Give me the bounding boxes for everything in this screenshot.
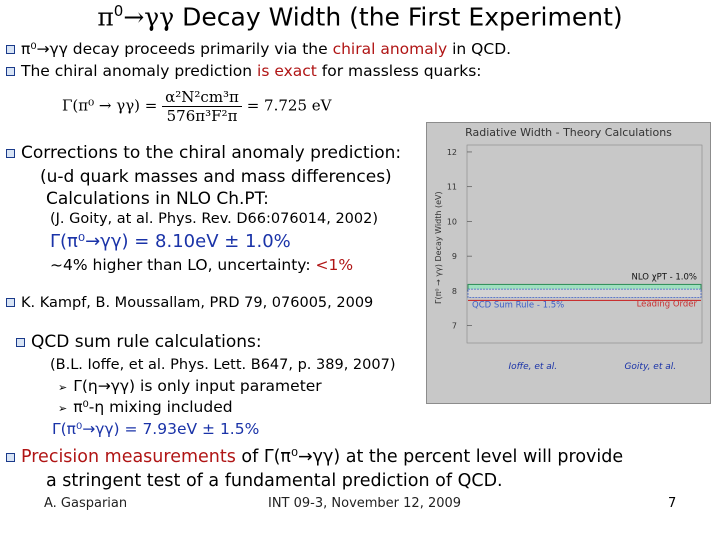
bullet-icon — [6, 67, 15, 76]
corrections-line3: Calculations in NLO Ch.PT: — [46, 189, 269, 209]
band-label-lo: Leading Order — [637, 299, 698, 309]
y-tick-label: 9 — [452, 252, 457, 261]
nlo-result: Γ(π⁰→γγ) = 8.10eV ± 1.0% — [50, 231, 291, 252]
bullet-corrections: Corrections to the chiral anomaly predic… — [6, 143, 401, 163]
bullet-chiral: π⁰→γγ decay proceeds primarily via the c… — [6, 40, 511, 58]
title-sup: 0 — [113, 2, 124, 20]
formula-num: α²N²cm³π — [162, 88, 242, 107]
bullet-exact: The chiral anomaly prediction is exact f… — [6, 62, 482, 80]
formula-rhs: = 7.725 eV — [246, 96, 332, 115]
y-tick-label: 10 — [447, 217, 457, 226]
x-category-label: Ioffe, et al. — [508, 362, 557, 372]
formula-lhs: Γ(π⁰ → γγ) = — [62, 96, 158, 115]
formula-den: 576π³F²π — [166, 107, 238, 125]
formula-fraction: α²N²cm³π 576π³F²π — [162, 88, 242, 125]
x-category-label: Goity, et al. — [624, 362, 676, 372]
chart-plot: 7 8 9 10 11 12 Γ(π⁰ → γγ) Decay Width (eV) NLO … — [434, 144, 703, 372]
bullet-icon — [16, 338, 25, 347]
title-pi: π — [97, 2, 114, 32]
theory-chart: Radiative Width - Theory Calculations 7 8… — [426, 122, 711, 404]
band-label-qcd: QCD Sum Rule - 1.5% — [472, 300, 564, 310]
precision-line2: a stringent test of a fundamental predic… — [46, 471, 503, 491]
bullet-precision: Precision measurements of Γ(π⁰→γγ) at th… — [6, 447, 623, 467]
goity-ref: (J. Goity, at al. Phys. Rev. D66:076014,… — [50, 211, 379, 227]
bullet-icon — [6, 45, 15, 54]
bullet-icon — [6, 453, 15, 462]
arrow-bullet-icon: ➢ — [58, 402, 68, 415]
title-text: Decay Width (the First Experiment) — [182, 2, 623, 32]
footer-event: INT 09-3, November 12, 2009 — [268, 496, 462, 511]
plot-frame — [466, 144, 703, 344]
bullet-kampf: K. Kampf, B. Moussallam, PRD 79, 076005,… — [6, 295, 373, 311]
arrow-bullet-icon: ➢ — [58, 381, 68, 394]
band-label-nlo: NLO χPT - 1.0% — [632, 272, 697, 282]
nlo-note: ~4% higher than LO, uncertainty: <1% — [50, 256, 354, 274]
corrections-line2: (u-d quark masses and mass differences) — [40, 167, 392, 187]
ioffe-ref: (B.L. Ioffe, et al. Phys. Lett. B647, p.… — [50, 357, 396, 373]
footer-author: A. Gasparian — [44, 496, 128, 511]
qcd-eta-input: ➢ Γ(η→γγ) is only input parameter — [58, 377, 322, 395]
page-number: 7 — [668, 496, 677, 511]
y-axis-label: Γ(π⁰ → γγ) Decay Width (eV) — [434, 191, 443, 304]
chart-title: Radiative Width - Theory Calculations — [465, 126, 672, 139]
y-tick-label: 7 — [452, 322, 457, 331]
bullet-icon — [6, 298, 15, 307]
band-qcd — [467, 288, 702, 298]
page-title: π0→γγ Decay Width (the First Experiment) — [0, 2, 720, 31]
qcd-mixing: ➢ π⁰-η mixing included — [58, 398, 233, 416]
bullet-qcd: QCD sum rule calculations: — [16, 332, 262, 352]
bullet-icon — [6, 149, 15, 158]
qcd-result: Γ(π⁰→γγ) = 7.93eV ± 1.5% — [52, 420, 260, 438]
y-tick-label: 12 — [447, 148, 457, 157]
y-tick-label: 11 — [447, 183, 457, 192]
y-tick-label: 8 — [452, 287, 457, 296]
title-arrow: →γγ — [123, 2, 183, 32]
anomaly-formula: Γ(π⁰ → γγ) = α²N²cm³π 576π³F²π = 7.725 e… — [62, 88, 331, 125]
